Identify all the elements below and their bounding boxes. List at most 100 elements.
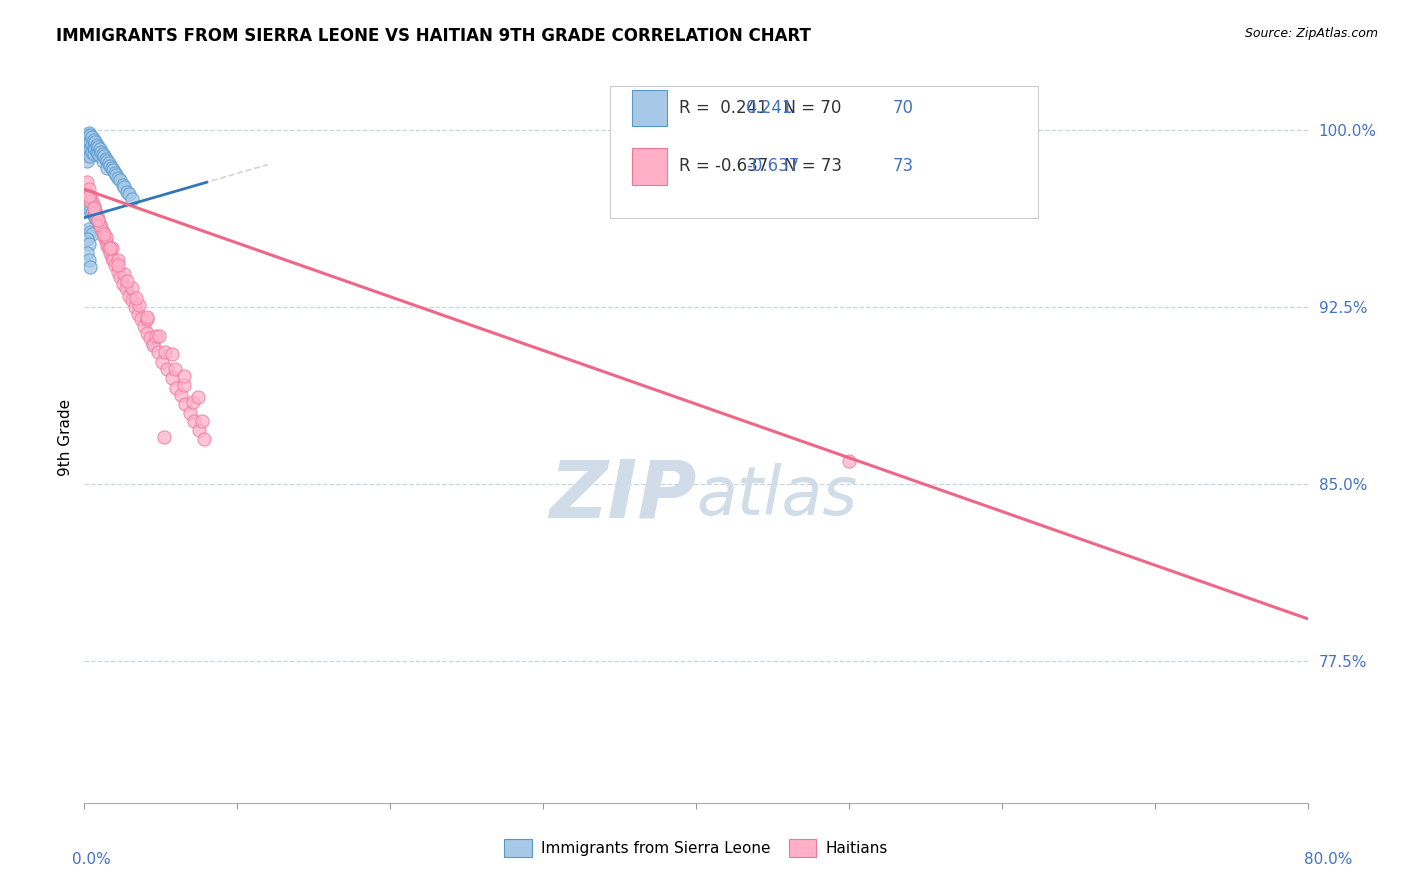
Point — [76, 154, 98, 169]
Point — [136, 326, 159, 341]
Text: Source: ZipAtlas.com: Source: ZipAtlas.com — [1244, 27, 1378, 40]
Point — [77, 253, 100, 268]
Point — [153, 430, 176, 444]
Point — [83, 140, 105, 154]
Point — [77, 236, 100, 251]
Point — [91, 147, 114, 161]
Point — [170, 387, 193, 401]
Point — [76, 133, 98, 147]
Point — [79, 128, 101, 142]
Point — [115, 185, 138, 199]
FancyBboxPatch shape — [633, 148, 666, 185]
Text: 73: 73 — [893, 158, 914, 176]
Point — [80, 194, 103, 208]
Point — [75, 130, 97, 145]
Point — [108, 269, 131, 284]
Legend: Immigrants from Sierra Leone, Haitians: Immigrants from Sierra Leone, Haitians — [496, 831, 896, 864]
Point — [107, 253, 129, 268]
Point — [112, 180, 135, 194]
Point — [77, 201, 100, 215]
Text: 0.241: 0.241 — [747, 99, 793, 117]
Point — [83, 133, 105, 147]
Point — [79, 260, 101, 275]
Point — [103, 163, 125, 178]
Text: 70: 70 — [893, 99, 914, 117]
Text: ZIP: ZIP — [548, 457, 696, 534]
Point — [145, 328, 167, 343]
Point — [83, 201, 105, 215]
Point — [77, 196, 100, 211]
Point — [77, 189, 100, 203]
Text: 0.0%: 0.0% — [72, 852, 111, 867]
Point — [107, 258, 129, 272]
Point — [79, 189, 101, 203]
Point — [86, 213, 108, 227]
Point — [79, 194, 101, 208]
Point — [94, 229, 117, 244]
Point — [104, 258, 127, 272]
Point — [83, 147, 105, 161]
Point — [76, 199, 98, 213]
Point — [132, 319, 155, 334]
Point — [80, 137, 103, 152]
Point — [87, 213, 110, 227]
Point — [89, 142, 111, 156]
Point — [101, 251, 124, 265]
Point — [77, 130, 100, 145]
Point — [107, 170, 129, 185]
Point — [160, 371, 183, 385]
Point — [98, 159, 121, 173]
Point — [188, 423, 211, 437]
Point — [121, 281, 143, 295]
Point — [75, 135, 97, 149]
Point — [91, 154, 114, 169]
Text: R = -0.637   N = 73: R = -0.637 N = 73 — [679, 158, 842, 176]
Point — [89, 218, 111, 232]
Point — [79, 225, 101, 239]
Point — [77, 137, 100, 152]
Point — [96, 154, 118, 169]
Point — [77, 145, 100, 159]
Point — [89, 218, 111, 232]
Point — [89, 149, 111, 163]
Point — [93, 229, 115, 244]
Point — [107, 265, 129, 279]
Text: atlas: atlas — [696, 463, 858, 529]
Y-axis label: 9th Grade: 9th Grade — [58, 399, 73, 475]
Point — [125, 291, 148, 305]
Point — [150, 354, 173, 368]
Point — [148, 328, 170, 343]
Point — [191, 413, 214, 427]
Point — [77, 222, 100, 236]
Point — [179, 407, 201, 421]
Point — [112, 267, 135, 281]
Point — [77, 126, 100, 140]
Point — [76, 194, 98, 208]
Point — [86, 137, 108, 152]
Point — [136, 310, 159, 324]
Point — [86, 145, 108, 159]
Point — [142, 338, 165, 352]
Point — [146, 345, 169, 359]
Point — [87, 140, 110, 154]
Point — [128, 298, 150, 312]
Point — [96, 239, 118, 253]
Point — [111, 277, 134, 291]
Point — [79, 203, 101, 218]
Point — [165, 380, 187, 394]
Text: R =  0.241   N = 70: R = 0.241 N = 70 — [679, 99, 841, 117]
Point — [121, 192, 143, 206]
Point — [91, 225, 114, 239]
Point — [87, 147, 110, 161]
Point — [156, 361, 179, 376]
Point — [118, 187, 141, 202]
Point — [90, 145, 112, 159]
Point — [108, 173, 131, 187]
Point — [84, 142, 107, 156]
Point — [83, 199, 105, 213]
Point — [105, 168, 128, 182]
Point — [80, 130, 103, 145]
Point — [129, 312, 152, 326]
Point — [183, 413, 205, 427]
Point — [98, 241, 121, 255]
